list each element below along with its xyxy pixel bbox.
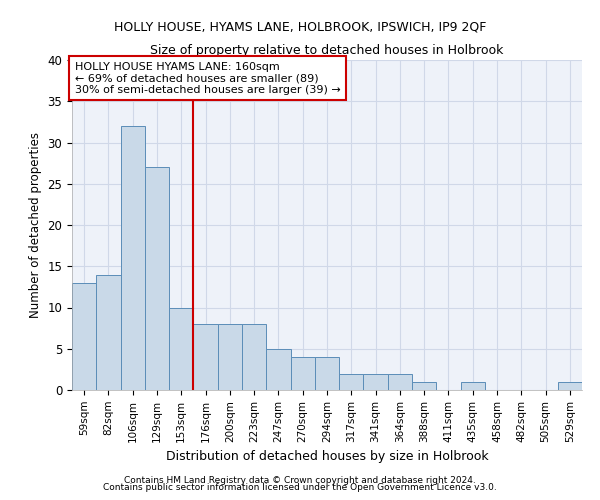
Y-axis label: Number of detached properties: Number of detached properties bbox=[29, 132, 42, 318]
Bar bbox=[242, 324, 266, 390]
Bar bbox=[461, 382, 485, 390]
Bar bbox=[96, 274, 121, 390]
Bar bbox=[364, 374, 388, 390]
Title: Size of property relative to detached houses in Holbrook: Size of property relative to detached ho… bbox=[151, 44, 503, 58]
Bar bbox=[315, 357, 339, 390]
Bar bbox=[388, 374, 412, 390]
Bar bbox=[193, 324, 218, 390]
Bar bbox=[290, 357, 315, 390]
Bar bbox=[339, 374, 364, 390]
Bar bbox=[412, 382, 436, 390]
Text: Contains HM Land Registry data © Crown copyright and database right 2024.: Contains HM Land Registry data © Crown c… bbox=[124, 476, 476, 485]
Text: HOLLY HOUSE HYAMS LANE: 160sqm
← 69% of detached houses are smaller (89)
30% of : HOLLY HOUSE HYAMS LANE: 160sqm ← 69% of … bbox=[74, 62, 340, 95]
Bar bbox=[266, 349, 290, 390]
Bar bbox=[145, 167, 169, 390]
Bar bbox=[218, 324, 242, 390]
Bar bbox=[169, 308, 193, 390]
Bar bbox=[558, 382, 582, 390]
X-axis label: Distribution of detached houses by size in Holbrook: Distribution of detached houses by size … bbox=[166, 450, 488, 463]
Bar bbox=[121, 126, 145, 390]
Text: HOLLY HOUSE, HYAMS LANE, HOLBROOK, IPSWICH, IP9 2QF: HOLLY HOUSE, HYAMS LANE, HOLBROOK, IPSWI… bbox=[114, 20, 486, 33]
Text: Contains public sector information licensed under the Open Government Licence v3: Contains public sector information licen… bbox=[103, 484, 497, 492]
Bar bbox=[72, 283, 96, 390]
